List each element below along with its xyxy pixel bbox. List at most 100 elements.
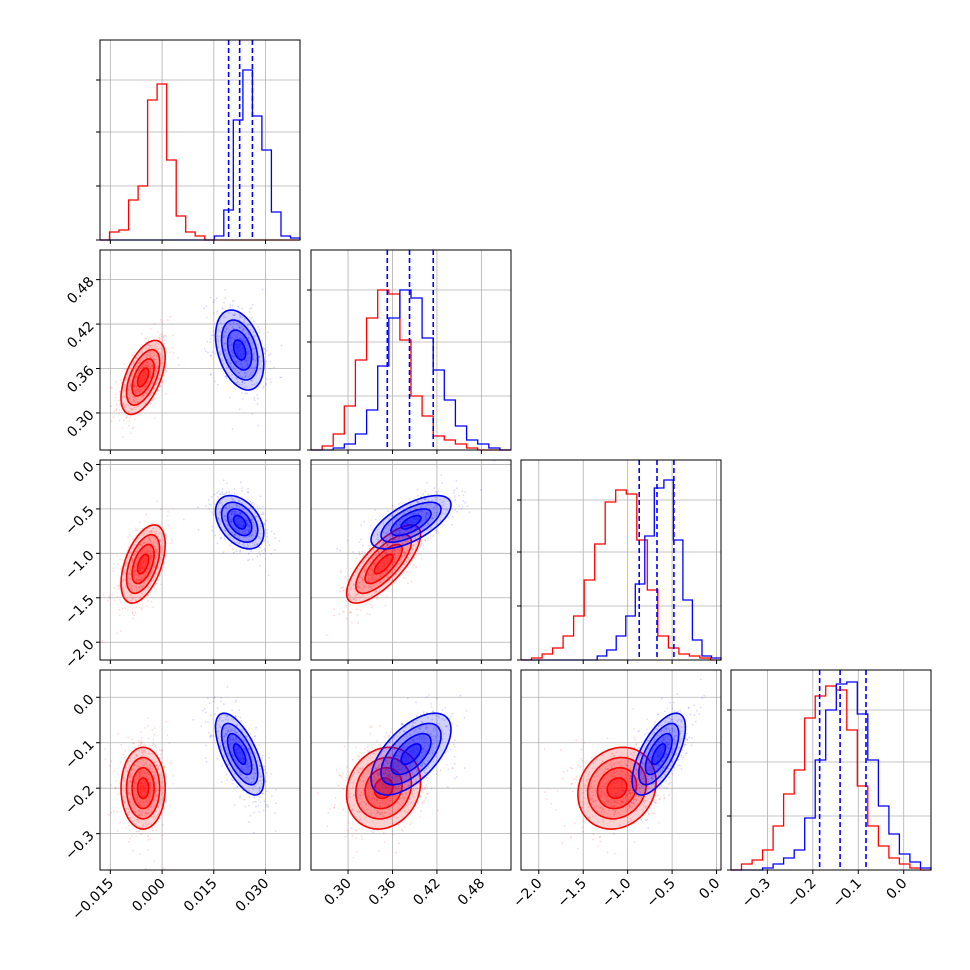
blue-sample-point — [250, 367, 253, 370]
blue-sample-point — [422, 788, 425, 791]
blue-sample-point — [379, 801, 381, 804]
blue-sample-point — [397, 542, 400, 545]
blue-sample-point — [435, 530, 438, 532]
blue-sample-point — [365, 803, 367, 806]
red-sample-point — [405, 775, 408, 777]
red-sample-point — [387, 775, 390, 778]
blue-sample-point — [234, 715, 237, 718]
blue-sample-point — [231, 548, 234, 550]
blue-sample-point — [252, 772, 255, 775]
red-sample-point — [360, 800, 363, 803]
blue-sample-point — [258, 790, 261, 792]
red-sample-point — [149, 556, 152, 559]
red-sample-point — [161, 748, 164, 751]
red-sample-point — [161, 338, 164, 340]
red-sample-point — [395, 775, 397, 777]
red-sample-point — [397, 823, 400, 826]
blue-sample-point — [239, 513, 242, 516]
blue-sample-point — [219, 350, 222, 352]
blue-sample-point — [237, 756, 240, 759]
blue-sample-point — [391, 514, 394, 516]
red-sample-point — [375, 809, 378, 812]
blue-sample-point — [258, 786, 261, 789]
blue-sample-point — [267, 574, 270, 577]
blue-sample-point — [274, 830, 277, 833]
red-sample-point — [371, 577, 374, 580]
blue-sample-point — [360, 538, 362, 541]
blue-sample-point — [218, 723, 221, 726]
blue-sample-point — [246, 528, 249, 531]
blue-sample-point — [235, 749, 238, 751]
red-sample-point — [150, 823, 153, 825]
red-sample-point — [156, 355, 159, 358]
blue-contour — [214, 309, 265, 391]
blue-sample-point — [240, 729, 243, 731]
red-sample-point — [400, 769, 403, 771]
red-sample-point — [128, 779, 131, 782]
blue-sample-point — [245, 767, 248, 769]
blue-sample-point — [197, 506, 200, 509]
blue-sample-point — [348, 796, 351, 799]
red-sample-point — [351, 834, 354, 837]
red-sample-point — [148, 532, 150, 534]
red-sample-point — [353, 778, 356, 781]
blue-sample-point — [397, 524, 400, 527]
blue-sample-point — [240, 481, 242, 484]
blue-contour — [214, 712, 265, 796]
red-sample-point — [373, 562, 376, 564]
blue-sample-point — [367, 550, 369, 553]
blue-sample-point — [425, 512, 428, 515]
red-sample-point — [135, 753, 137, 756]
blue-sample-point — [401, 723, 403, 726]
red-sample-point — [149, 560, 151, 563]
red-sample-point — [403, 810, 406, 813]
red-sample-point — [161, 549, 164, 551]
blue-sample-point — [247, 767, 250, 770]
blue-sample-point — [460, 507, 463, 510]
red-sample-point — [143, 387, 146, 390]
red-sample-point — [317, 792, 319, 795]
red-sample-point — [356, 769, 359, 772]
blue-sample-point — [259, 495, 262, 498]
blue-sample-point — [411, 521, 414, 524]
blue-sample-point — [432, 517, 434, 520]
blue-sample-point — [220, 501, 222, 504]
blue-sample-point — [232, 538, 235, 540]
blue-sample-point — [219, 718, 222, 720]
blue-sample-point — [218, 502, 221, 505]
red-sample-point — [145, 356, 148, 358]
red-sample-point — [415, 566, 418, 568]
red-sample-point — [145, 797, 148, 800]
red-sample-point — [150, 557, 153, 560]
red-sample-point — [366, 746, 369, 749]
red-sample-point — [412, 787, 414, 790]
red-sample-point — [137, 574, 140, 577]
blue-sample-point — [235, 529, 238, 531]
red-sample-point — [577, 764, 580, 767]
red-sample-point — [426, 742, 428, 745]
red-sample-point — [153, 733, 156, 736]
blue-sample-point — [222, 362, 225, 364]
red-sample-point — [148, 800, 151, 803]
red-sample-point — [120, 630, 122, 633]
blue-sample-point — [241, 489, 243, 492]
blue-sample-point — [229, 337, 232, 339]
red-sample-point — [355, 608, 357, 610]
blue-sample-point — [259, 765, 262, 767]
blue-sample-point — [235, 360, 237, 363]
red-sample-point — [162, 336, 165, 339]
red-sample-point — [606, 737, 609, 739]
red-sample-point — [389, 786, 392, 789]
red-sample-point — [145, 605, 148, 607]
red-sample-point — [357, 771, 360, 774]
red-sample-point — [143, 551, 146, 554]
blue-sample-point — [226, 729, 229, 732]
blue-sample-point — [253, 399, 256, 401]
red-sample-point — [120, 744, 123, 746]
red-sample-point — [133, 391, 136, 394]
red-sample-point — [155, 789, 158, 792]
red-sample-point — [406, 549, 408, 552]
blue-sample-point — [430, 703, 432, 705]
red-sample-point — [372, 831, 375, 834]
red-sample-point — [151, 383, 154, 385]
